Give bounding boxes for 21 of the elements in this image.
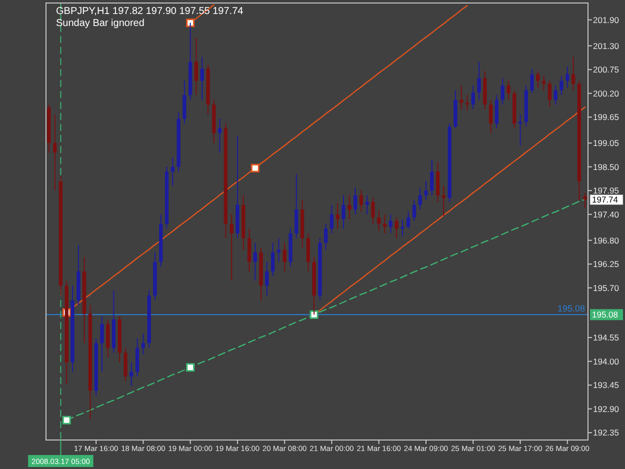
y-tick-label: 193.45	[593, 380, 620, 390]
y-tick-label: 194.00	[593, 356, 620, 366]
y-tick-label: 199.65	[593, 112, 620, 122]
y-tick-label: 192.90	[593, 404, 620, 414]
y-tick-label: 196.80	[593, 235, 620, 246]
y-tick-label: 198.50	[593, 162, 620, 172]
y-tick-label: 192.35	[593, 428, 620, 438]
y-tick-label: 200.20	[593, 88, 620, 98]
y-tick-label: 194.55	[593, 332, 620, 343]
text: Sunday Bar ignored	[56, 18, 144, 29]
y-tick-label: 200.75	[593, 64, 620, 75]
text: 197.74	[592, 194, 618, 205]
text: 195.08	[592, 310, 618, 320]
ref-line-label: 195.08	[557, 304, 585, 314]
y-tick-label: 195.70	[593, 282, 620, 293]
y-tick-label: 197.40	[593, 209, 620, 220]
y-tick-label: 197.95	[593, 186, 620, 196]
y-tick-label: 196.25	[593, 259, 620, 270]
y-tick-label: 201.90	[593, 14, 620, 25]
y-tick-label: 201.30	[593, 40, 620, 51]
y-tick-label: 199.05	[593, 138, 620, 148]
